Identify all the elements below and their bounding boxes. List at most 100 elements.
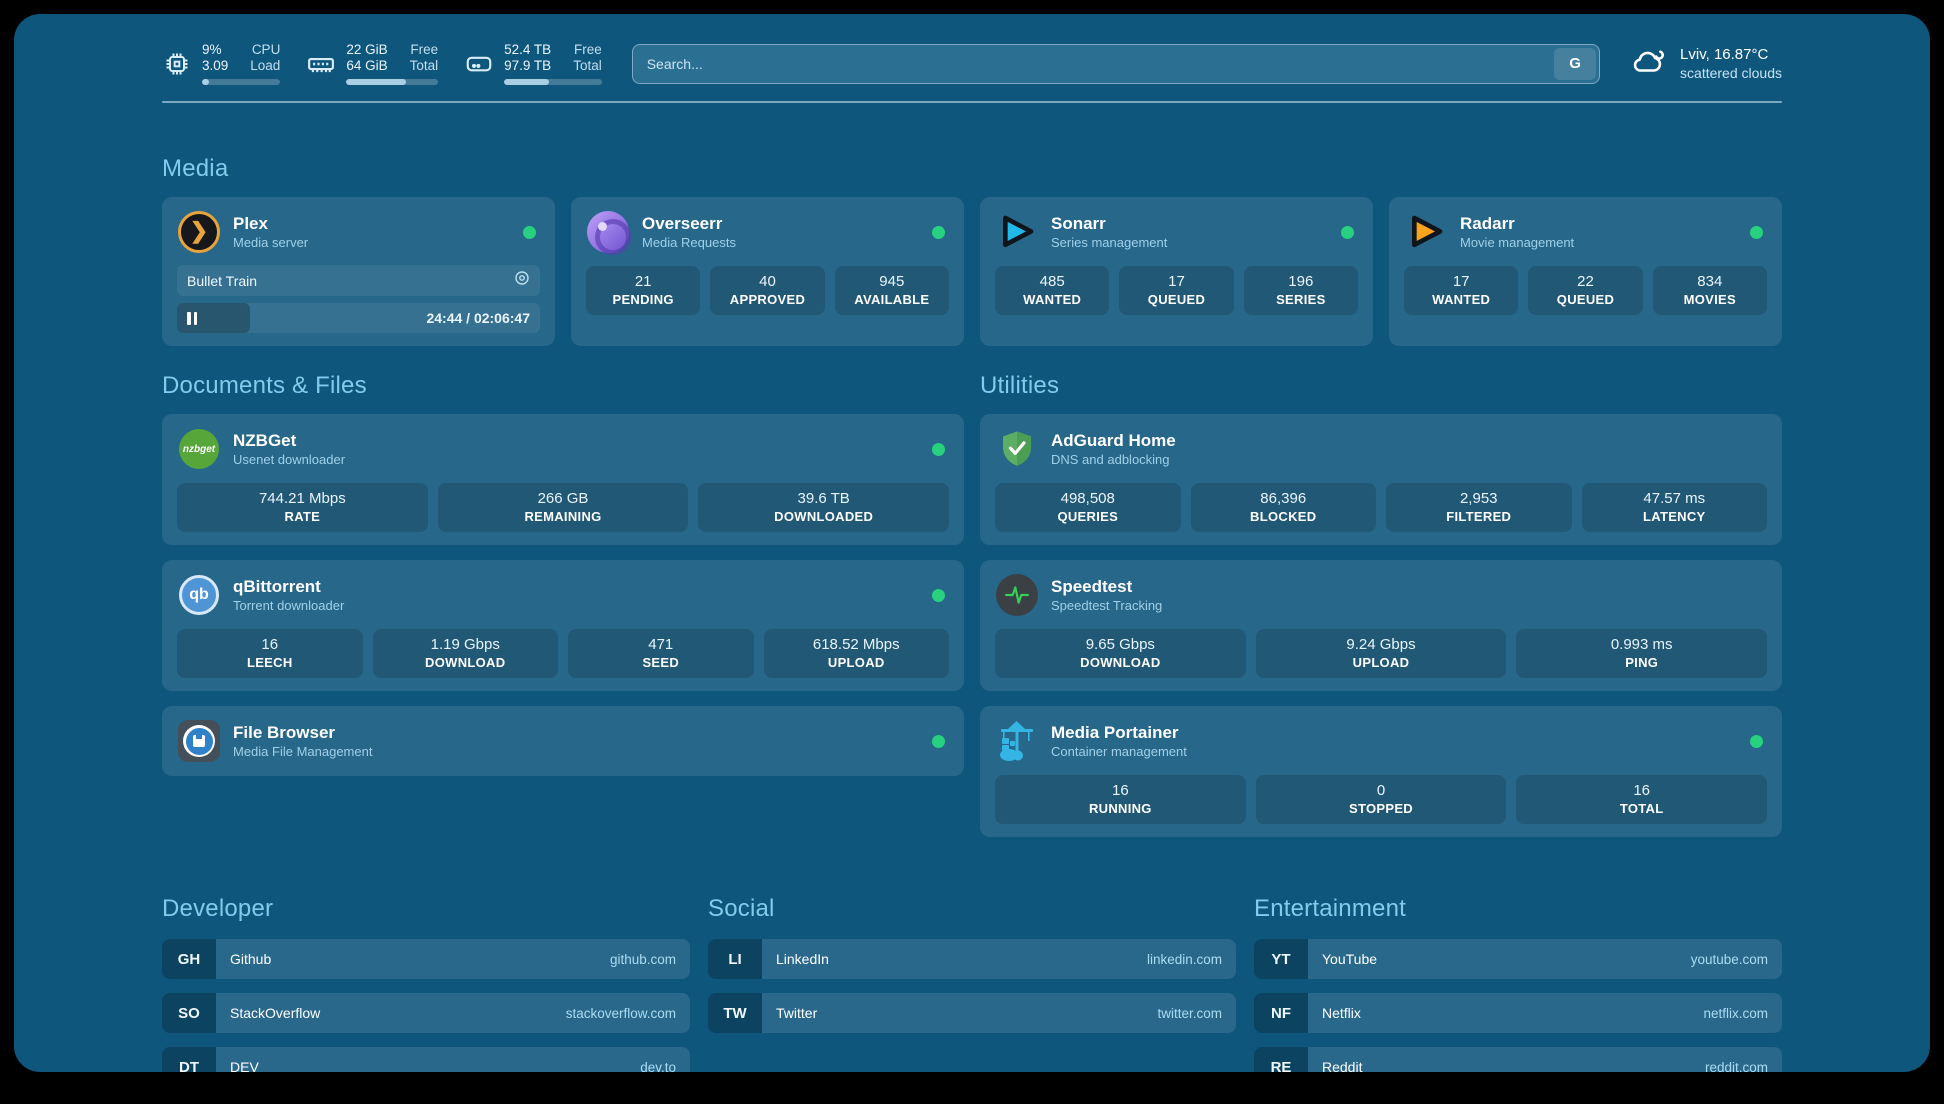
overseerr-stat-pending: 21 PENDING: [586, 266, 701, 315]
nzbget-card[interactable]: nzbget NZBGet Usenet downloader 744.21 M…: [162, 414, 964, 545]
speedtest-stat-upload: 9.24 Gbps UPLOAD: [1255, 629, 1507, 678]
disk-free-value: 52.4 TB: [504, 42, 552, 57]
link-row-stackoverflow[interactable]: SO StackOverflow stackoverflow.com: [162, 993, 690, 1033]
dev-badge: DT: [162, 1047, 216, 1072]
link-row-reddit[interactable]: RE Reddit reddit.com: [1254, 1047, 1782, 1072]
media-type-icon: [514, 270, 530, 291]
plex-card[interactable]: ❯ Plex Media server Bullet Train: [162, 197, 555, 346]
portainer-title: Media Portainer: [1051, 723, 1179, 742]
link-row-linkedin[interactable]: LI LinkedIn linkedin.com: [708, 939, 1236, 979]
social-links-column: Social LI LinkedIn linkedin.com TW Twitt…: [708, 895, 1236, 1072]
youtube-badge: YT: [1254, 939, 1308, 979]
speedtest-title: Speedtest: [1051, 577, 1133, 596]
header-separator: [162, 101, 1782, 103]
adguard-stat-latency: 47.57 ms LATENCY: [1581, 483, 1767, 532]
ram-free-value: 22 GiB: [346, 42, 388, 57]
sonarr-title: Sonarr: [1051, 214, 1106, 233]
developer-section-title: Developer: [162, 895, 274, 922]
search-engine-button[interactable]: G: [1554, 47, 1597, 80]
dashboard-panel: 9% CPU 3.09 Load: [14, 14, 1930, 1072]
speedtest-stat-download: 9.65 Gbps DOWNLOAD: [995, 629, 1246, 678]
plex-icon: ❯: [177, 210, 221, 254]
filebrowser-title: File Browser: [233, 723, 336, 742]
portainer-icon: [995, 719, 1039, 763]
link-row-github[interactable]: GH Github github.com: [162, 939, 690, 979]
sonarr-stat-queued: 17 QUEUED: [1119, 266, 1234, 315]
filebrowser-status-dot: [932, 734, 945, 748]
qbittorrent-title: qBittorrent: [233, 577, 321, 596]
speedtest-card[interactable]: Speedtest Speedtest Tracking 9.65 Gbps D…: [980, 560, 1782, 691]
portainer-status-dot: [1750, 734, 1763, 748]
documents-section-title: Documents & Files: [162, 372, 367, 399]
ram-progress-bar: [346, 79, 439, 85]
adguard-title: AdGuard Home: [1051, 431, 1176, 450]
speedtest-stat-ping: 0.993 ms PING: [1516, 629, 1768, 678]
portainer-card[interactable]: Media Portainer Container management 16 …: [980, 706, 1782, 837]
ram-icon: [306, 49, 336, 79]
radarr-icon: [1404, 210, 1448, 254]
sonarr-subtitle: Series management: [1051, 235, 1168, 250]
qbittorrent-icon: qb: [177, 573, 221, 617]
link-row-dev[interactable]: DT DEV dev.to: [162, 1047, 690, 1072]
weather-location-temp: Lviv, 16.87°C: [1680, 46, 1769, 63]
cpu-label-1: CPU: [251, 42, 281, 57]
disk-progress-bar: [504, 79, 602, 85]
filebrowser-card[interactable]: File Browser Media File Management: [162, 706, 964, 776]
reddit-badge: RE: [1254, 1047, 1308, 1072]
portainer-stat-running: 16 RUNNING: [995, 775, 1246, 824]
cpu-icon: [162, 49, 192, 79]
speedtest-subtitle: Speedtest Tracking: [1051, 598, 1163, 613]
link-row-twitter[interactable]: TW Twitter twitter.com: [708, 993, 1236, 1033]
radarr-stat-movies: 834 MOVIES: [1652, 266, 1767, 315]
pause-icon[interactable]: [187, 311, 197, 325]
filebrowser-subtitle: Media File Management: [233, 744, 373, 759]
ram-total-value: 64 GiB: [346, 58, 388, 73]
social-section-title: Social: [708, 895, 775, 922]
disk-icon: [464, 49, 494, 79]
radarr-stat-queued: 22 QUEUED: [1528, 266, 1643, 315]
plex-title: Plex: [233, 214, 268, 233]
disk-label-1: Free: [573, 42, 602, 57]
qbittorrent-stat-upload: 618.52 Mbps UPLOAD: [763, 629, 949, 678]
documents-column: Documents & Files nzbget NZBGet Usenet d…: [162, 372, 964, 837]
cpu-progress-bar: [202, 79, 281, 85]
nzbget-icon: nzbget: [177, 427, 221, 471]
cpu-usage-value: 9%: [202, 42, 222, 57]
qbittorrent-card[interactable]: qb qBittorrent Torrent downloader 16: [162, 560, 964, 691]
overseerr-icon: [586, 210, 631, 255]
adguard-stat-queries: 498,508 QUERIES: [995, 483, 1181, 532]
overseerr-card[interactable]: Overseerr Media Requests 21 PENDING 40 A…: [571, 197, 964, 346]
developer-links-column: Developer GH Github github.com SO StackO…: [162, 895, 690, 1072]
adguard-stat-blocked: 86,396 BLOCKED: [1190, 483, 1376, 532]
portainer-stat-stopped: 0 STOPPED: [1255, 775, 1507, 824]
qbittorrent-stat-seed: 471 SEED: [568, 629, 754, 678]
plex-now-playing-title: Bullet Train: [187, 272, 258, 289]
netflix-badge: NF: [1254, 993, 1308, 1033]
utilities-column: Utilities: [980, 372, 1782, 837]
adguard-subtitle: DNS and adblocking: [1051, 452, 1170, 467]
cpu-load-value: 3.09: [202, 58, 229, 73]
qbittorrent-status-dot: [932, 588, 945, 602]
link-row-youtube[interactable]: YT YouTube youtube.com: [1254, 939, 1782, 979]
disk-total-value: 97.9 TB: [504, 58, 552, 73]
radarr-subtitle: Movie management: [1460, 235, 1575, 250]
ram-label-2: Total: [409, 58, 439, 73]
linkedin-badge: LI: [708, 939, 762, 979]
cloud-icon: [1630, 45, 1668, 82]
plex-subtitle: Media server: [233, 235, 309, 250]
adguard-card[interactable]: AdGuard Home DNS and adblocking 498,508 …: [980, 414, 1782, 545]
twitter-badge: TW: [708, 993, 762, 1033]
sonarr-stat-series: 196 SERIES: [1243, 266, 1358, 315]
qbittorrent-stat-download: 1.19 Gbps DOWNLOAD: [372, 629, 558, 678]
radarr-status-dot: [1750, 225, 1763, 239]
system-stats: 9% CPU 3.09 Load: [162, 42, 602, 85]
link-row-netflix[interactable]: NF Netflix netflix.com: [1254, 993, 1782, 1033]
ram-stat: 22 GiB Free 64 GiB Total: [306, 42, 439, 85]
filebrowser-icon: [177, 719, 221, 763]
adguard-stat-filtered: 2,953 FILTERED: [1386, 483, 1572, 532]
overseerr-title: Overseerr: [642, 214, 723, 233]
radarr-card[interactable]: Radarr Movie management 17 WANTED 22 QUE…: [1389, 197, 1782, 346]
search-input[interactable]: [631, 43, 1601, 84]
sonarr-stat-wanted: 485 WANTED: [995, 266, 1110, 315]
sonarr-card[interactable]: Sonarr Series management 485 WANTED 17 Q…: [980, 197, 1373, 346]
